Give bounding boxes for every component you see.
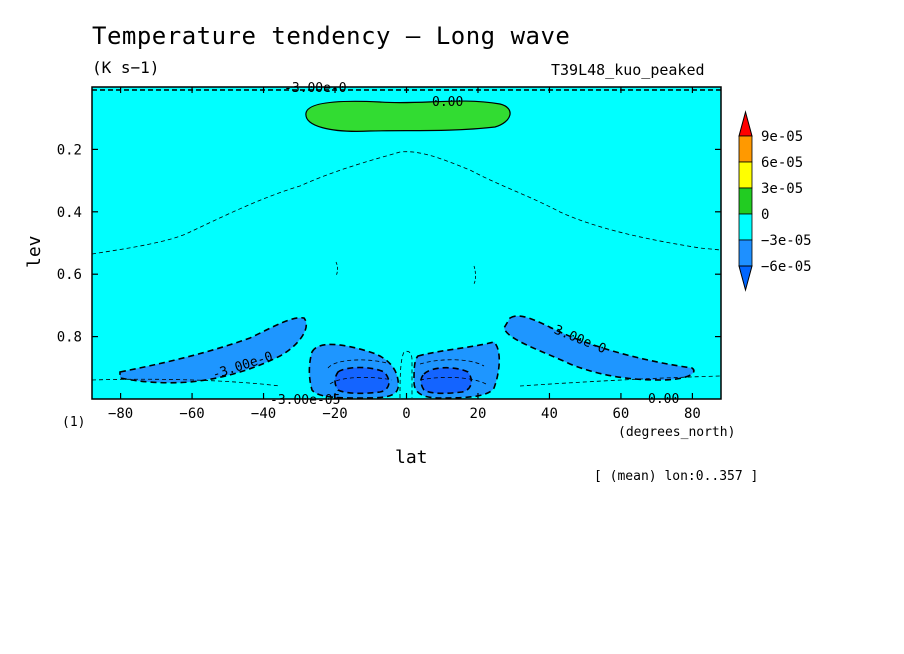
colorbar-segment — [738, 239, 753, 267]
colorbar-label: 9e-05 — [761, 129, 803, 145]
x-tick-label: 0 — [402, 406, 410, 422]
x-tick-label: −40 — [251, 406, 276, 422]
colorbar-label: 3e-05 — [761, 181, 803, 197]
colorbar-label: −3e-05 — [761, 233, 812, 249]
x-axis-ticks: −80 −60 −40 −20 0 20 40 60 80 — [108, 87, 701, 422]
strong-negative-core-north — [420, 366, 473, 395]
chart-units: (K s−1) — [92, 58, 160, 77]
y-tick-label: 0.6 — [57, 267, 82, 283]
contour-arch — [92, 151, 721, 255]
contour-label: -3.00e-0 — [284, 81, 347, 96]
y-tick-label: 0.2 — [57, 142, 82, 158]
x-tick-label: 20 — [470, 406, 487, 422]
y-axis-unit: (1) — [62, 415, 86, 430]
negative-region-north-band — [503, 315, 695, 381]
x-tick-label: −80 — [108, 406, 133, 422]
mean-note: [ (mean) lon:0..357 ] — [594, 469, 759, 484]
contour-center-column — [399, 350, 413, 399]
x-axis-unit: (degrees_north) — [618, 425, 736, 440]
contour-label: 0.00 — [432, 95, 463, 110]
colorbar-segment — [738, 187, 753, 215]
positive-region — [305, 100, 511, 132]
colorbar-label: −6e-05 — [761, 259, 812, 275]
x-axis-label: lat — [395, 447, 428, 468]
contour-near-surface — [92, 375, 721, 387]
plot-area — [92, 87, 721, 399]
contour-label: 0.00 — [648, 392, 679, 407]
y-axis-ticks: 0.2 0.4 0.6 0.8 — [57, 142, 721, 346]
contour-small-south — [335, 261, 338, 277]
contour-label: -3.00e-05 — [270, 393, 340, 408]
y-tick-label: 0.8 — [57, 330, 82, 346]
colorbar-segment — [738, 135, 753, 163]
colorbar-max-arrow — [738, 110, 753, 137]
colorbar-label: 6e-05 — [761, 155, 803, 171]
colorbar: 9e-05 6e-05 3e-05 0 −3e-05 −6e-05 — [738, 110, 812, 292]
y-tick-label: 0.4 — [57, 205, 82, 221]
x-tick-label: 40 — [541, 406, 558, 422]
contour-small-north — [473, 265, 476, 285]
contour-inner-south — [327, 359, 393, 385]
x-tick-label: 60 — [613, 406, 630, 422]
colorbar-label: 0 — [761, 207, 769, 223]
x-tick-label: 80 — [684, 406, 701, 422]
colorbar-segment — [738, 161, 753, 189]
chart-title: Temperature tendency — Long wave — [92, 22, 571, 50]
strong-negative-core-south — [334, 366, 390, 395]
colorbar-segment — [738, 213, 753, 241]
x-tick-label: −60 — [179, 406, 204, 422]
run-label: T39L48_kuo_peaked — [551, 61, 705, 79]
colorbar-min-arrow — [738, 265, 753, 292]
x-tick-label: −20 — [322, 406, 347, 422]
negative-region-south-band — [119, 316, 307, 384]
